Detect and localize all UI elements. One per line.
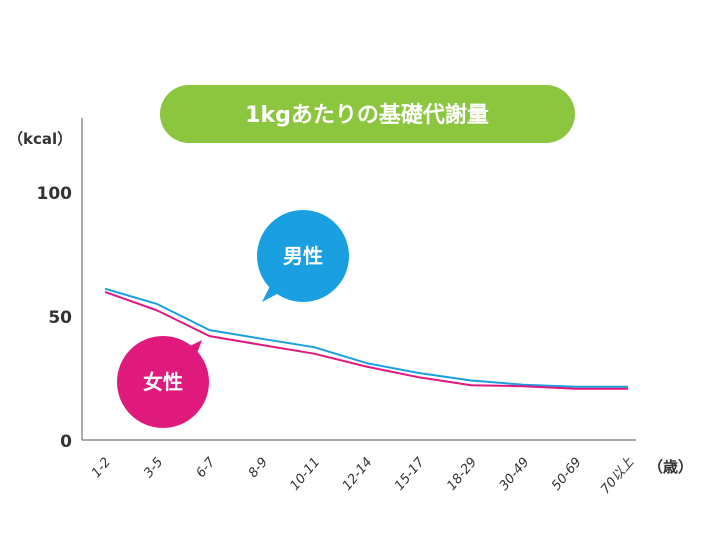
x-tick-label: 1-2 (89, 455, 114, 481)
x-tick-label: 10-11 (287, 455, 323, 494)
legend-label-male: 男性 (283, 244, 323, 268)
y-tick-label: 0 (60, 432, 72, 452)
x-tick-label: 12-14 (340, 455, 376, 494)
y-tick-label: 50 (48, 308, 72, 328)
y-axis-label: （kcal） (8, 130, 72, 148)
x-tick-label: 6-7 (194, 454, 220, 480)
x-tick-label: 70以上 (598, 454, 637, 497)
y-tick-label: 100 (37, 184, 73, 204)
x-axis-label: （歳） (648, 458, 693, 476)
x-tick-label: 18-29 (444, 455, 480, 494)
legend-label-female: 女性 (143, 370, 183, 394)
chart-title: 1kgあたりの基礎代謝量 (245, 102, 489, 128)
x-tick-label: 3-5 (141, 455, 166, 481)
series-line-female (104, 290, 628, 390)
y-tick-labels: 0 50 100 (37, 184, 73, 452)
legend-bubble-male: 男性 (257, 210, 349, 302)
series-lines (104, 287, 628, 390)
title-pill-bg (160, 85, 575, 143)
series-line-male (104, 287, 628, 388)
chart-title-badge: 1kgあたりの基礎代謝量 (160, 85, 575, 143)
x-tick-label: 50-69 (549, 455, 585, 494)
bubble-female (117, 336, 209, 428)
bubble-male (257, 210, 349, 302)
x-tick-label: 30-49 (497, 455, 533, 494)
x-tick-label: 8-9 (246, 455, 271, 481)
x-tick-labels: 1-2 3-5 6-7 8-9 10-11 12-14 15-17 18-29 30-49 50-… (89, 454, 638, 497)
legend-bubble-female: 女性 (117, 336, 209, 428)
x-tick-label: 15-17 (392, 454, 428, 493)
